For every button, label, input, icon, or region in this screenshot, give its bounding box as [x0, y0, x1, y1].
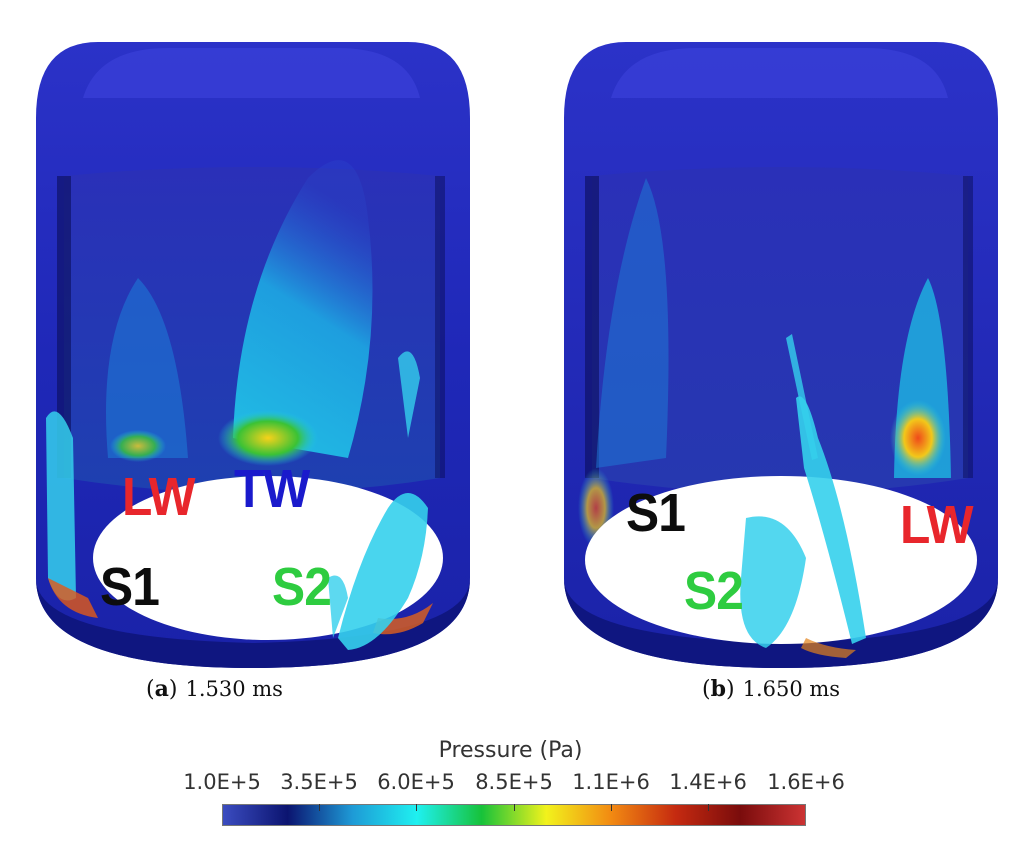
simulation-panel-b: S1 LW S2: [556, 38, 1006, 678]
caption-time: 1.650 ms: [742, 677, 841, 701]
colorbar-tick-mark: [611, 804, 612, 811]
s1-label: S1: [626, 483, 686, 543]
pressure-field-image-b: [564, 42, 998, 668]
colorbar-tick-label: 6.0E+5: [377, 770, 455, 794]
colorbar-tick-label: 1.0E+5: [183, 770, 261, 794]
colorbar-title: Pressure (Pa): [438, 738, 583, 763]
pressure-field-image-a: [36, 42, 470, 668]
simulation-panel-a: LW TW S1 S2: [28, 38, 478, 678]
colorbar-tick-label: 3.5E+5: [280, 770, 358, 794]
colorbar-tick-mark: [708, 804, 709, 811]
colorbar-tick-mark: [319, 804, 320, 811]
colorbar-tick-label: 1.4E+6: [669, 770, 747, 794]
s2-label: S2: [272, 557, 332, 617]
s1-label: S1: [100, 557, 160, 617]
lw-label: LW: [900, 495, 974, 555]
tw-label: TW: [234, 459, 310, 519]
lw-label: LW: [122, 467, 196, 527]
caption-b: (b) 1.650 ms: [702, 676, 841, 702]
s2-label: S2: [684, 561, 744, 621]
colorbar-tick-label: 8.5E+5: [475, 770, 553, 794]
colorbar-tick-mark: [416, 804, 417, 811]
caption-a: (a) 1.530 ms: [146, 676, 283, 702]
caption-tag: a: [154, 676, 169, 702]
caption-tag: b: [710, 676, 726, 702]
colorbar-tick-mark: [514, 804, 515, 811]
colorbar-tick-label: 1.6E+6: [767, 770, 845, 794]
colorbar-tick-label: 1.1E+6: [572, 770, 650, 794]
caption-time: 1.530 ms: [185, 677, 283, 701]
